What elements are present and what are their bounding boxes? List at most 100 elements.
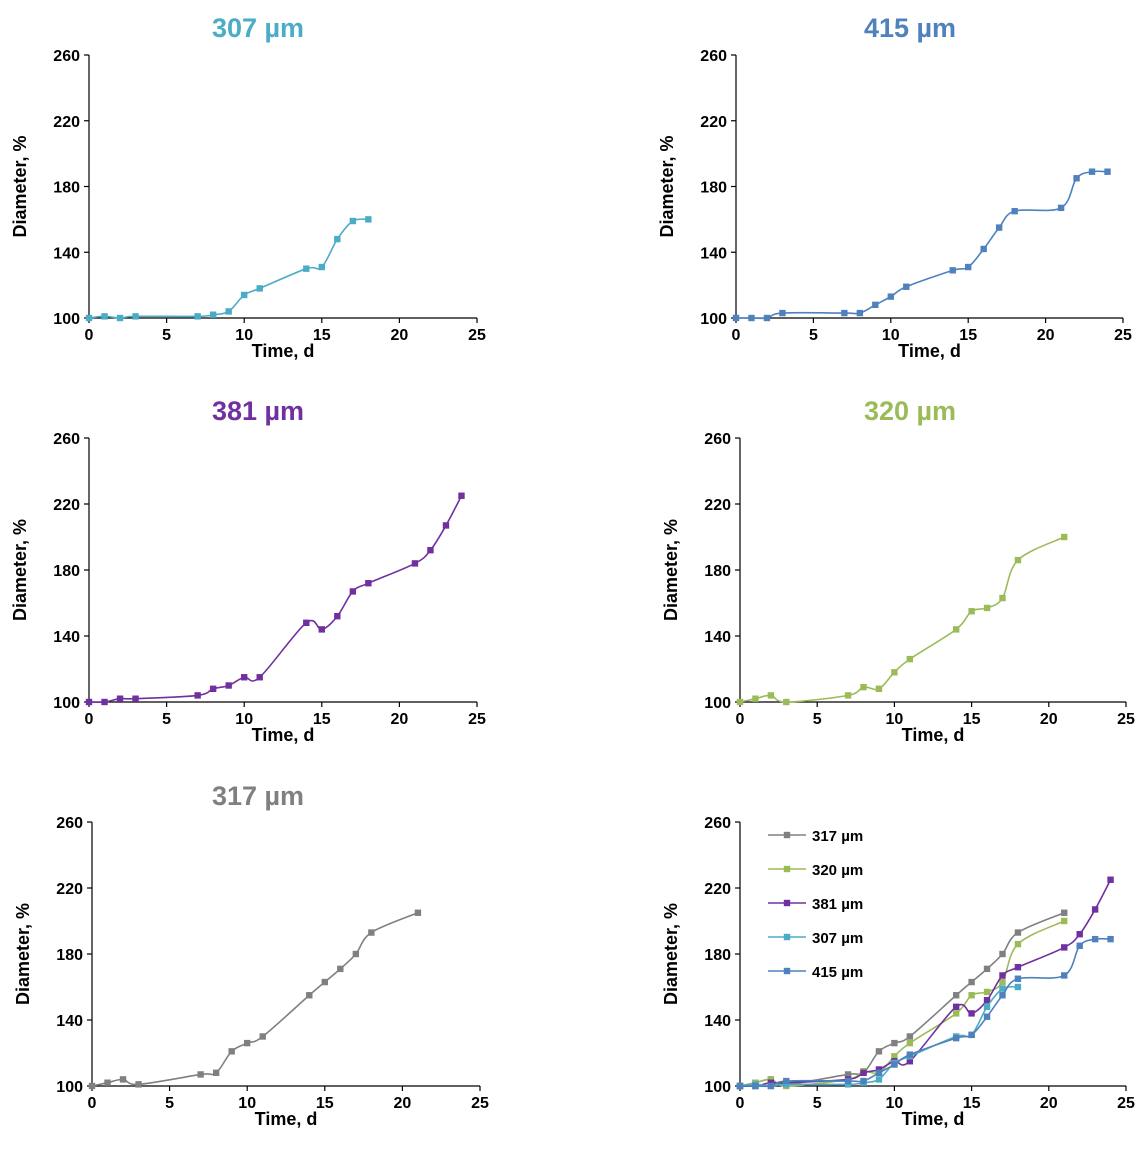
data-point — [965, 263, 972, 271]
legend-marker — [783, 865, 791, 873]
legend-label: 307 µm — [812, 930, 863, 947]
chart-panel-4: 320 µm 100 140 180 220 260 0 5 10 15 20 25 Time, d Di… — [661, 396, 1135, 745]
data-point — [337, 965, 344, 973]
y-tick-label: 140 — [704, 1013, 731, 1030]
series-line — [739, 879, 1112, 1088]
data-point — [906, 655, 914, 663]
y-axis-label: Diameter, % — [10, 135, 30, 237]
y-tick-label: 260 — [53, 431, 80, 448]
x-tick-label: 0 — [85, 327, 94, 344]
data-point — [767, 1076, 775, 1083]
chart-title: 415 µm — [864, 13, 956, 43]
data-point — [1057, 204, 1065, 212]
y-tick-label: 260 — [53, 48, 80, 65]
data-point — [952, 1034, 960, 1042]
data-point — [1076, 942, 1083, 949]
data-point — [1014, 929, 1022, 936]
data-point — [209, 311, 217, 318]
y-tick-label: 100 — [53, 695, 80, 712]
legend-marker — [783, 899, 791, 907]
x-tick-label: 0 — [88, 1095, 97, 1112]
data-point — [875, 1066, 883, 1073]
data-point — [225, 682, 232, 689]
data-point — [1061, 533, 1068, 541]
chart-title: 320 µm — [864, 396, 956, 426]
chart-panel-6: 100 140 180 220 260 0 5 10 15 20 25 Time, d Diameter… — [661, 815, 1135, 1129]
x-tick-label: 15 — [959, 327, 977, 344]
x-axis-label: Time, d — [898, 341, 961, 361]
series-line — [739, 937, 1111, 1088]
x-tick-label: 10 — [238, 1095, 256, 1112]
y-tick-label: 180 — [56, 947, 83, 964]
y-tick-label: 180 — [53, 563, 80, 580]
data-point — [1104, 168, 1111, 175]
x-tick-label: 20 — [1037, 327, 1055, 344]
y-tick-label: 180 — [704, 563, 731, 580]
x-tick-label: 15 — [313, 711, 331, 728]
data-point — [752, 1082, 759, 1090]
data-point — [334, 235, 341, 243]
x-tick-label: 15 — [963, 711, 981, 728]
data-point — [856, 309, 864, 317]
x-tick-label: 10 — [886, 711, 904, 728]
legend-label: 317 µm — [812, 828, 863, 845]
x-tick-label: 10 — [235, 711, 253, 728]
x-tick-label: 0 — [732, 327, 741, 344]
x-tick-label: 10 — [882, 327, 900, 344]
data-point — [365, 216, 372, 223]
data-point — [906, 1051, 914, 1058]
y-tick-label: 140 — [56, 1013, 83, 1030]
data-point — [736, 698, 744, 706]
data-point — [101, 698, 108, 706]
data-point — [999, 978, 1006, 986]
data-point — [116, 314, 124, 322]
x-tick-label: 5 — [813, 711, 822, 728]
x-tick-label: 5 — [165, 1095, 174, 1112]
x-tick-label: 15 — [313, 327, 331, 344]
x-tick-label: 10 — [886, 1095, 904, 1112]
y-axis-label: Diameter, % — [661, 519, 681, 621]
data-point — [844, 1071, 852, 1078]
data-point — [256, 285, 263, 292]
data-point — [1107, 876, 1114, 883]
data-point — [194, 313, 201, 320]
data-point — [197, 1071, 204, 1078]
y-tick-label: 260 — [700, 48, 727, 65]
data-point — [368, 929, 375, 936]
chart-panel-3: 381 µm 100 140 180 220 260 0 5 10 15 20 25 Time, d Di… — [10, 396, 486, 745]
data-point — [352, 950, 360, 958]
data-point — [779, 309, 786, 317]
y-tick-label: 100 — [53, 311, 80, 328]
data-point — [783, 698, 790, 706]
data-point — [209, 685, 217, 692]
data-point — [748, 314, 755, 322]
data-point — [1107, 935, 1114, 943]
data-point — [875, 1048, 883, 1055]
data-point — [303, 265, 310, 272]
data-point — [891, 1061, 898, 1068]
y-tick-label: 260 — [56, 815, 83, 832]
data-point — [887, 293, 894, 300]
legend: 317 µm 320 µm 381 µm 307 µm 415 µm — [768, 828, 863, 981]
data-point — [1061, 917, 1068, 925]
x-tick-label: 5 — [162, 327, 171, 344]
series-line — [88, 495, 463, 704]
data-point — [983, 1003, 991, 1010]
data-point — [952, 1003, 960, 1010]
data-point — [244, 1039, 251, 1047]
data-point — [458, 492, 465, 499]
data-point — [101, 313, 108, 320]
data-point — [365, 580, 372, 587]
data-point — [968, 608, 975, 615]
x-tick-label: 0 — [736, 1095, 745, 1112]
data-point — [427, 547, 434, 554]
data-point — [999, 992, 1006, 999]
data-point — [999, 985, 1006, 992]
data-point — [318, 626, 325, 633]
data-point — [952, 1010, 960, 1017]
data-point — [903, 283, 910, 290]
data-point — [983, 997, 991, 1004]
data-point — [968, 978, 975, 986]
x-tick-label: 20 — [394, 1095, 412, 1112]
